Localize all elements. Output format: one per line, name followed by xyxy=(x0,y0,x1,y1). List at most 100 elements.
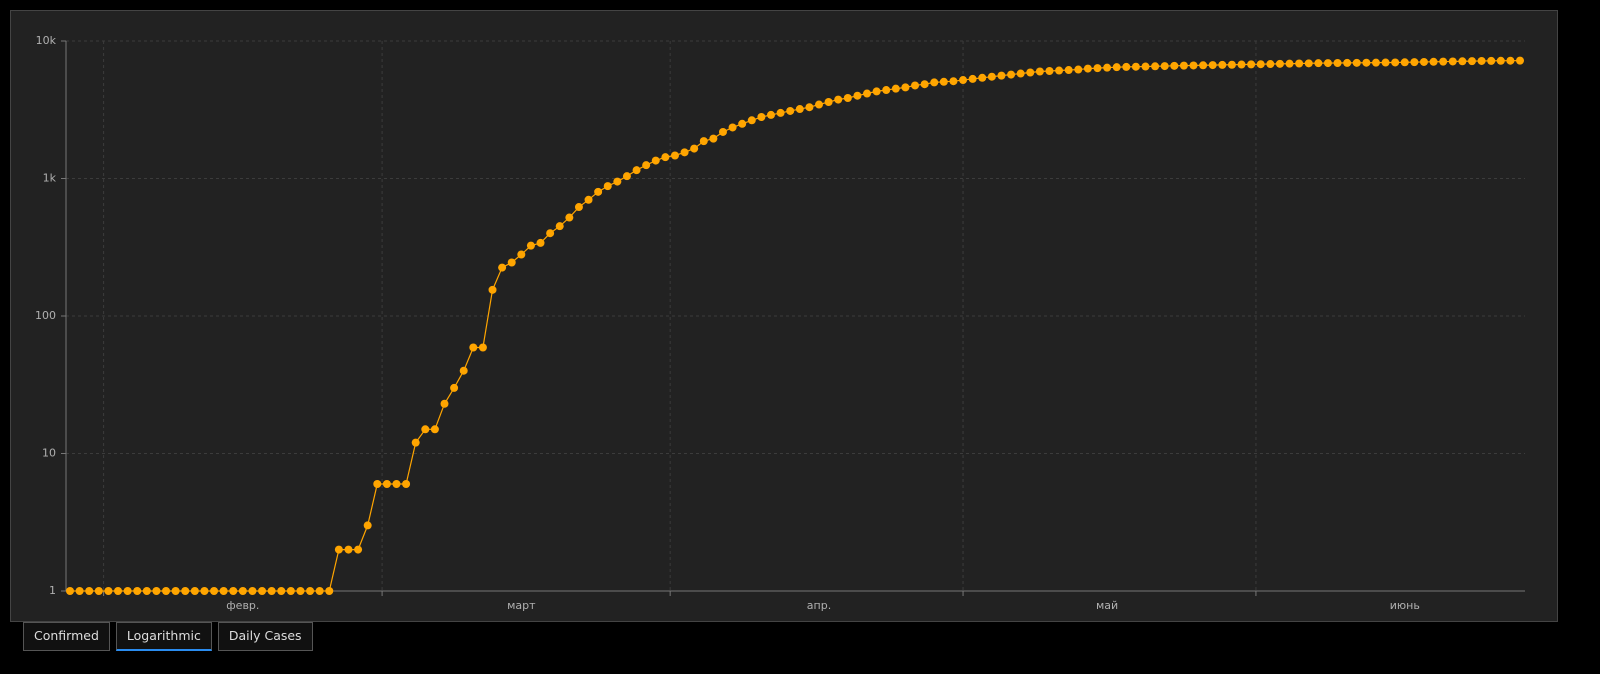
data-point xyxy=(114,587,123,595)
data-point xyxy=(901,83,910,92)
data-point xyxy=(709,134,718,143)
data-point xyxy=(152,587,161,595)
data-point xyxy=(891,84,900,93)
data-point xyxy=(632,166,641,175)
data-point xyxy=(1179,61,1188,70)
data-point xyxy=(450,383,459,392)
data-point xyxy=(1026,68,1035,77)
data-point xyxy=(373,480,382,489)
data-point xyxy=(1035,67,1044,76)
data-point xyxy=(1467,57,1476,66)
data-point xyxy=(622,172,631,181)
data-point xyxy=(699,137,708,146)
data-point xyxy=(344,545,353,554)
data-point xyxy=(776,108,785,117)
data-point xyxy=(488,285,497,294)
data-point xyxy=(1410,58,1419,67)
data-point xyxy=(795,105,804,114)
data-point xyxy=(94,587,103,595)
data-point xyxy=(1218,60,1227,69)
data-point xyxy=(1208,61,1217,70)
data-point xyxy=(469,343,478,352)
data-point xyxy=(402,480,411,489)
data-point xyxy=(1141,62,1150,71)
data-point xyxy=(75,587,84,595)
x-tick-label: май xyxy=(1096,599,1118,612)
data-point xyxy=(258,587,267,595)
y-tick-label: 100 xyxy=(35,309,56,322)
data-point xyxy=(1352,58,1361,67)
data-point xyxy=(786,106,795,115)
data-point xyxy=(949,77,958,86)
x-tick-label: март xyxy=(507,599,536,612)
data-point xyxy=(133,587,142,595)
data-point xyxy=(824,98,833,107)
tab-button[interactable]: Confirmed xyxy=(23,622,110,651)
data-point xyxy=(286,587,295,595)
data-point xyxy=(267,587,276,595)
data-point xyxy=(1131,62,1140,71)
data-point xyxy=(1323,59,1332,68)
data-point xyxy=(603,182,612,191)
data-point xyxy=(757,113,766,122)
data-point xyxy=(210,587,219,595)
data-point xyxy=(670,151,679,160)
data-point xyxy=(1400,58,1409,67)
data-point xyxy=(1487,56,1496,65)
data-point xyxy=(123,587,132,595)
data-point xyxy=(584,195,593,204)
data-point xyxy=(1295,59,1304,68)
data-point xyxy=(354,545,363,554)
y-tick-label: 1 xyxy=(49,584,56,597)
data-point xyxy=(1496,56,1505,65)
data-point xyxy=(306,587,315,595)
data-point xyxy=(805,103,814,112)
data-point xyxy=(555,222,564,231)
data-point xyxy=(181,587,190,595)
data-point xyxy=(853,91,862,100)
data-point xyxy=(843,93,852,102)
data-point xyxy=(382,480,391,489)
data-point xyxy=(315,587,324,595)
y-tick-label: 10k xyxy=(36,34,57,47)
data-point xyxy=(526,241,535,250)
data-point xyxy=(392,480,401,489)
data-point xyxy=(517,250,526,259)
y-tick-label: 1k xyxy=(43,172,57,185)
data-point xyxy=(411,438,420,447)
data-point xyxy=(1304,59,1313,68)
tab-button[interactable]: Logarithmic xyxy=(115,622,212,651)
data-point xyxy=(1007,70,1016,79)
data-point xyxy=(661,153,670,162)
data-point xyxy=(987,72,996,81)
y-tick-label: 10 xyxy=(42,447,56,460)
data-point xyxy=(66,587,74,595)
data-point xyxy=(651,156,660,165)
data-point xyxy=(882,86,891,95)
data-point xyxy=(1381,58,1390,67)
x-tick-label: февр. xyxy=(226,599,259,612)
data-point xyxy=(1362,58,1371,67)
data-point xyxy=(1371,58,1380,67)
data-point xyxy=(1516,56,1524,65)
data-point xyxy=(959,76,968,85)
data-point xyxy=(594,187,603,196)
data-point xyxy=(1112,63,1121,72)
data-point xyxy=(507,258,516,267)
data-point xyxy=(1448,57,1457,66)
data-point xyxy=(1429,57,1438,66)
data-point xyxy=(738,119,747,128)
data-point xyxy=(1189,61,1198,70)
data-point xyxy=(642,161,651,170)
data-point xyxy=(296,587,305,595)
data-point xyxy=(728,123,737,132)
data-point xyxy=(104,587,113,595)
data-point xyxy=(1093,64,1102,73)
x-tick-label: апр. xyxy=(807,599,831,612)
data-point xyxy=(1160,62,1169,71)
data-point xyxy=(1247,60,1256,69)
x-tick-label: июнь xyxy=(1390,599,1420,612)
data-point xyxy=(498,263,507,272)
tab-button[interactable]: Daily Cases xyxy=(217,622,313,651)
data-point xyxy=(1256,60,1265,69)
